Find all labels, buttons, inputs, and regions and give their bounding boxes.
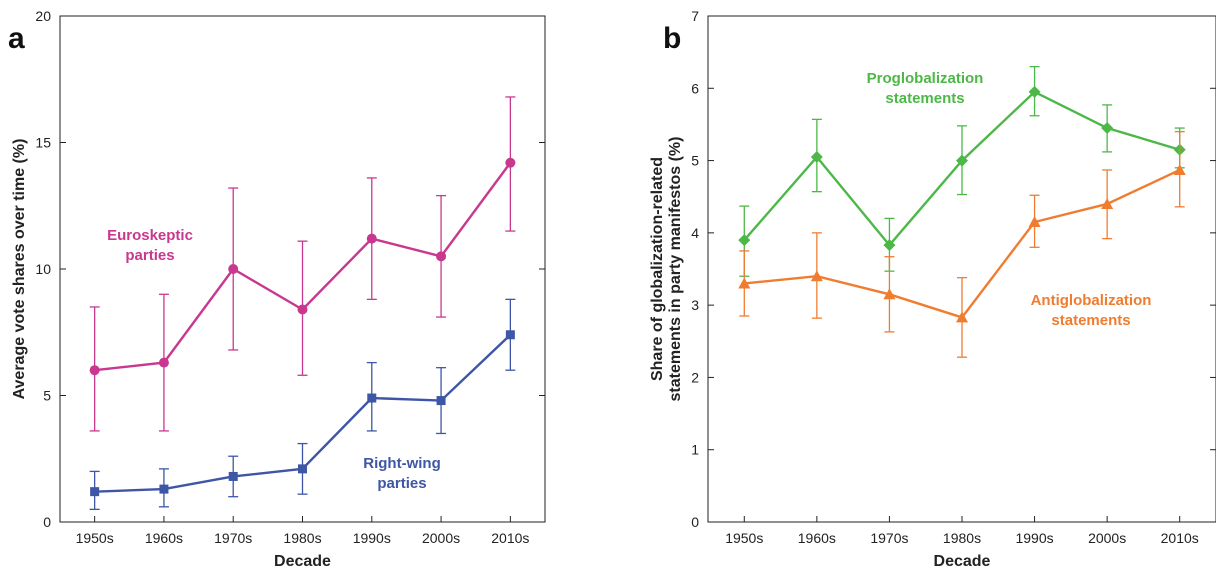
panel-b-chart: b 0 1 2 3 4 5 6 7 1950s 1960s 1970s 1980s 1990s 2000s 2… bbox=[649, 8, 1216, 570]
series-label-line: Antiglobalization bbox=[1031, 292, 1152, 309]
series-circle bbox=[89, 96, 516, 432]
y-axis-title: Average vote shares over time (%) bbox=[11, 139, 28, 400]
y-tick-label: 6 bbox=[691, 80, 699, 96]
x-tick-label: 2000s bbox=[422, 530, 460, 546]
y-tick-label: 10 bbox=[35, 261, 51, 277]
data-point bbox=[1101, 197, 1114, 209]
series-label-line: parties bbox=[125, 247, 174, 264]
x-tick-label: 1970s bbox=[870, 530, 908, 546]
x-tick-label: 1950s bbox=[76, 530, 114, 546]
data-point bbox=[228, 471, 238, 481]
y-tick-label: 15 bbox=[35, 135, 51, 151]
data-point bbox=[883, 288, 896, 300]
series-label: Antiglobalization statements bbox=[1031, 292, 1152, 329]
series-label-line: Proglobalization bbox=[867, 70, 984, 87]
data-point bbox=[505, 330, 515, 340]
panel-a-chart: a 0 5 10 15 20 1950s 1960s 1970s 1980s 1990s 2000s 2… bbox=[8, 8, 546, 570]
data-point bbox=[366, 233, 377, 244]
x-tick-label: 2010s bbox=[1161, 530, 1199, 546]
x-tick-label: 2000s bbox=[1088, 530, 1126, 546]
y-axis-title-line: Share of globalization-related bbox=[649, 157, 666, 381]
y-axis-title-line: statements in party manifestos (%) bbox=[667, 137, 684, 402]
series-label-line: statements bbox=[1051, 312, 1130, 329]
series-label-line: Euroskeptic bbox=[107, 227, 193, 244]
data-point bbox=[367, 393, 377, 403]
series-triangle bbox=[738, 131, 1186, 358]
x-axis-title: Decade bbox=[274, 553, 331, 570]
data-point bbox=[1028, 85, 1041, 98]
y-axis-title: Share of globalization-relatedstatements… bbox=[649, 137, 684, 402]
series-label: Right-wing parties bbox=[363, 455, 440, 492]
panel-letter: b bbox=[663, 22, 681, 55]
data-point bbox=[505, 157, 516, 168]
data-point bbox=[297, 304, 308, 315]
y-tick-label: 2 bbox=[691, 369, 699, 385]
data-point bbox=[810, 270, 823, 282]
panel-letter: a bbox=[8, 22, 25, 55]
y-tick-label: 5 bbox=[43, 388, 51, 404]
data-point bbox=[436, 251, 447, 262]
data-point bbox=[1173, 163, 1186, 175]
data-point bbox=[90, 487, 100, 497]
x-tick-label: 2010s bbox=[491, 530, 529, 546]
series-label-line: parties bbox=[377, 475, 426, 492]
data-point bbox=[956, 154, 968, 167]
data-point bbox=[738, 277, 751, 289]
data-point bbox=[436, 396, 446, 406]
y-tick-label: 5 bbox=[691, 153, 699, 169]
x-tick-label: 1990s bbox=[353, 530, 391, 546]
y-tick-label: 20 bbox=[35, 8, 51, 24]
x-tick-label: 1960s bbox=[145, 530, 183, 546]
data-point bbox=[158, 357, 169, 368]
data-point bbox=[738, 234, 751, 247]
x-tick-label: 1950s bbox=[725, 530, 763, 546]
data-point bbox=[298, 464, 307, 474]
data-point bbox=[89, 365, 100, 376]
x-tick-label: 1970s bbox=[214, 530, 252, 546]
x-tick-label: 1980s bbox=[283, 530, 321, 546]
data-point bbox=[1028, 216, 1041, 228]
y-tick-label: 3 bbox=[691, 297, 699, 313]
x-tick-label: 1980s bbox=[943, 530, 981, 546]
data-point bbox=[228, 264, 239, 274]
series-label: Proglobalization statements bbox=[867, 70, 984, 107]
y-tick-label: 4 bbox=[691, 225, 699, 241]
y-tick-label: 0 bbox=[43, 514, 51, 530]
y-tick-label: 0 bbox=[691, 514, 699, 530]
data-point bbox=[159, 484, 169, 494]
x-tick-label: 1990s bbox=[1015, 530, 1053, 546]
series-label: Euroskeptic parties bbox=[107, 227, 193, 264]
data-point bbox=[1101, 122, 1114, 135]
data-point bbox=[810, 150, 823, 163]
y-tick-label: 7 bbox=[691, 8, 699, 24]
x-tick-label: 1960s bbox=[798, 530, 836, 546]
series-label-line: Right-wing bbox=[363, 455, 440, 472]
y-tick-label: 1 bbox=[691, 442, 699, 458]
x-axis-title: Decade bbox=[934, 553, 991, 570]
data-point bbox=[956, 311, 968, 323]
data-point bbox=[883, 239, 896, 252]
series-label-line: statements bbox=[885, 90, 964, 107]
series-square bbox=[89, 298, 516, 511]
